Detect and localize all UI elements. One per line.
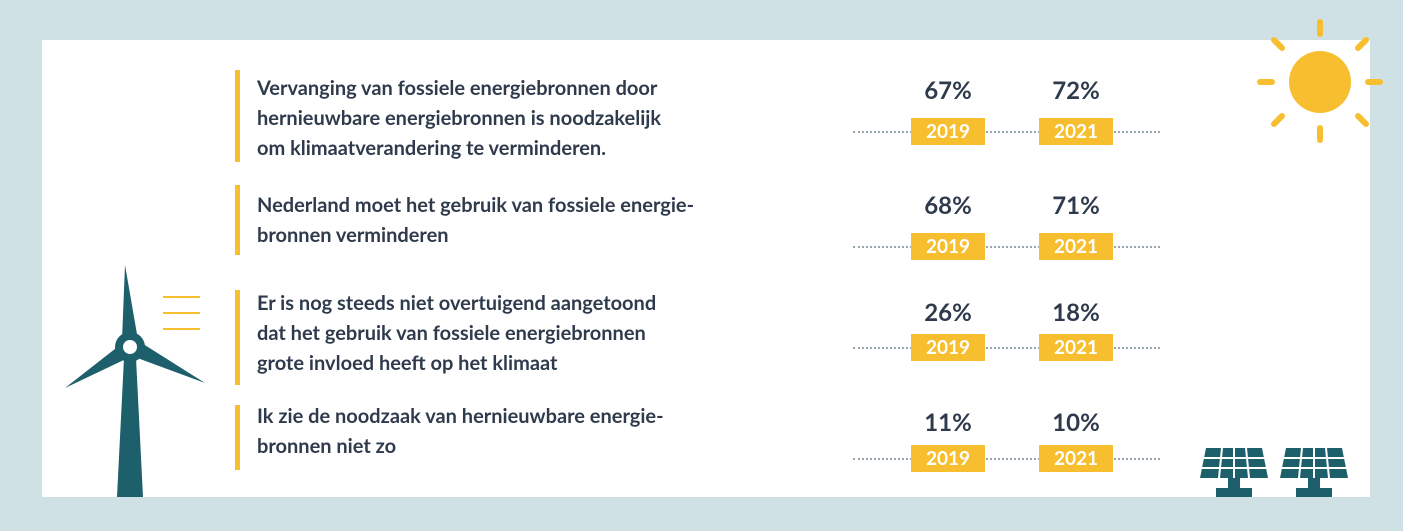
percentage: 10%	[1026, 408, 1126, 437]
statement-bar	[235, 405, 240, 470]
decorations	[0, 0, 1403, 531]
year-badge: 2019	[911, 445, 985, 472]
dotted-line	[853, 458, 1160, 460]
wind-lines	[163, 297, 200, 329]
solar-panels	[1200, 448, 1348, 497]
statement-bar	[235, 70, 240, 162]
percentage: 72%	[1026, 76, 1126, 105]
statement-line: bronnen niet zo	[257, 432, 396, 461]
statement-line: grote invloed heeft op het klimaat	[257, 349, 557, 378]
statement-line: Nederland moet het gebruik van fossiele …	[257, 191, 694, 220]
statement-line: Er is nog steeds niet overtuigend aanget…	[257, 289, 656, 318]
percentage: 71%	[1026, 191, 1126, 220]
statement-line: om klimaatverandering te verminderen.	[257, 134, 606, 163]
statement-bar	[235, 290, 240, 385]
year-badge: 2019	[911, 334, 985, 361]
percentage: 67%	[898, 76, 998, 105]
statement-line: bronnen verminderen	[257, 221, 449, 250]
year-badge: 2019	[911, 233, 985, 260]
percentage: 18%	[1026, 298, 1126, 327]
wind-turbine	[65, 265, 205, 497]
statement-line: Ik zie de noodzaak van hernieuwbare ener…	[257, 402, 664, 431]
dotted-line	[853, 246, 1160, 248]
infographic: Vervanging van fossiele energiebronnen d…	[0, 0, 1403, 531]
statement-line: hernieuwbare energiebronnen is noodzakel…	[257, 104, 661, 133]
year-badge: 2019	[911, 118, 985, 145]
dotted-line	[853, 131, 1160, 133]
dotted-line	[853, 347, 1160, 349]
statement-line: Vervanging van fossiele energiebronnen d…	[257, 74, 657, 103]
year-badge: 2021	[1039, 445, 1113, 472]
year-badge: 2021	[1039, 334, 1113, 361]
percentage: 68%	[898, 191, 998, 220]
percentage: 26%	[898, 298, 998, 327]
statement-bar	[235, 185, 240, 255]
sun	[1260, 22, 1380, 140]
statement-line: dat het gebruik van fossiele energiebron…	[257, 319, 646, 348]
percentage: 11%	[898, 408, 998, 437]
year-badge: 2021	[1039, 118, 1113, 145]
year-badge: 2021	[1039, 233, 1113, 260]
